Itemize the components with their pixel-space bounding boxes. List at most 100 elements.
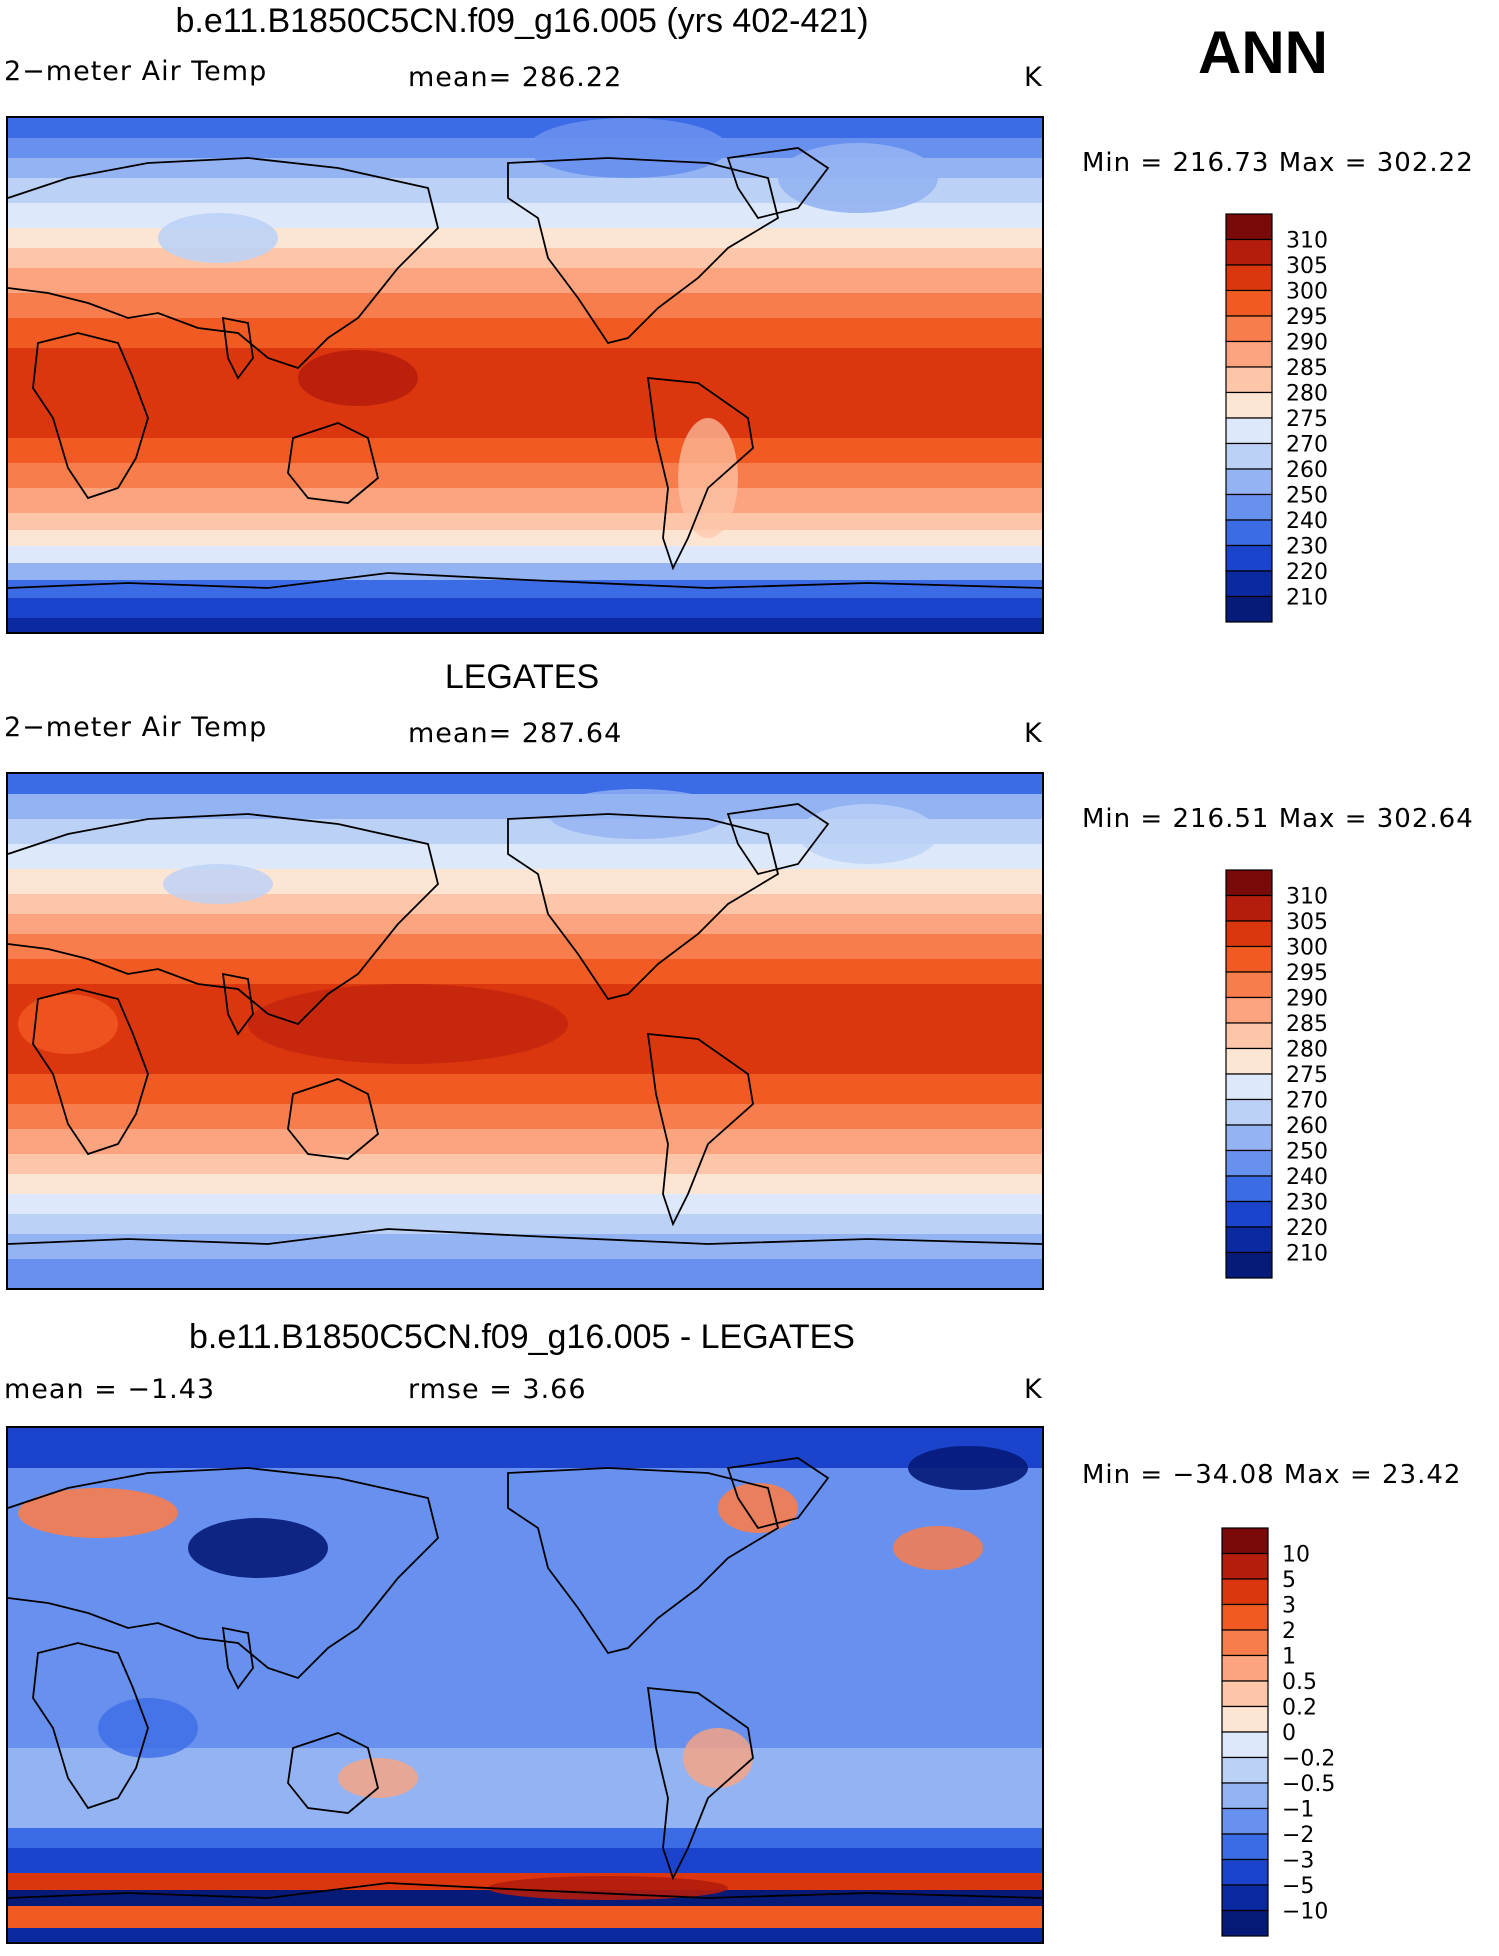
panel-2-colorbar-tick-label-13: 220	[1286, 1216, 1328, 1241]
panel-2-colorbar-swatch-1	[1225, 894, 1273, 922]
panel-1-colorbar-swatch-2	[1225, 264, 1273, 292]
panel-3-colorbar-tick-label-10: −1	[1282, 1798, 1314, 1823]
panel-1-coastline-2	[221, 316, 254, 380]
panel-2-coastline-2	[221, 972, 254, 1036]
panel-3-colorbar: 10 5 3 2 1 0.5 0.2 0 −0.2 −0.5 −1 −2 −3 −5 −10	[1221, 1527, 1402, 1940]
panel-2-band-10	[8, 1074, 1042, 1104]
panel-3-colorbar-tick-label-12: −3	[1282, 1849, 1314, 1874]
panel-1-coastline-4	[507, 157, 780, 345]
panel-1-colorbar-swatch-3	[1225, 289, 1273, 317]
panel-1-colorbar-swatch-7	[1225, 391, 1273, 419]
panel-3-region-4	[338, 1758, 418, 1798]
panel-2-coastline-0	[32, 988, 149, 1156]
panel-1-colorbar-tick-label-4: 290	[1286, 331, 1328, 356]
panel-2-band-15	[8, 1194, 1042, 1214]
panel-2-colorbar-swatch-4	[1225, 971, 1273, 999]
panel-1-colorbar-tick-label-5: 285	[1286, 356, 1328, 381]
panel-3-band-8	[8, 1928, 1042, 1942]
panel-2-colorbar-swatch-8	[1225, 1073, 1273, 1101]
panel-2-colorbar-tick-label-8: 270	[1286, 1089, 1328, 1114]
panel-1-band-7	[8, 268, 1042, 293]
panel-2-coastline-6	[726, 803, 830, 876]
panel-2-colorbar-tick-label-2: 300	[1286, 936, 1328, 961]
panel-1-coastline-1	[8, 157, 439, 370]
panel-1-band-8	[8, 293, 1042, 318]
panel-1-colorbar-tick-label-2: 300	[1286, 280, 1328, 305]
panel-3-band-2	[8, 1748, 1042, 1828]
panel-3-colorbar-swatch-3	[1221, 1603, 1269, 1631]
panel-1-colorbar-swatch-9	[1225, 442, 1273, 470]
panel-2-band-4	[8, 869, 1042, 894]
panel-3-band-4	[8, 1848, 1042, 1873]
panel-2-colorbar-swatch-6	[1225, 1022, 1273, 1050]
panel-1-colorbar-swatch-8	[1225, 417, 1273, 445]
panel-1-units: K	[1024, 62, 1043, 93]
panel-2-band-17	[8, 1234, 1042, 1259]
panel-2-band-13	[8, 1154, 1042, 1174]
panel-1-minmax: Min = 216.73 Max = 302.22	[1082, 148, 1474, 178]
panel-3-colorbar-swatch-2	[1221, 1578, 1269, 1606]
panel-1-band-17	[8, 563, 1042, 580]
panel-3-colorbar-tick-label-7: 0	[1282, 1721, 1296, 1746]
panel-3-colorbar-swatch-11	[1221, 1807, 1269, 1835]
panel-1-band-13	[8, 488, 1042, 513]
panel-2-coastline-4	[507, 813, 780, 1001]
panel-1-band-12	[8, 463, 1042, 488]
panel-3-region-8	[488, 1876, 728, 1900]
panel-1-map-svg	[8, 118, 1042, 632]
panel-2-region-3	[798, 804, 938, 864]
panel-3-colorbar-tick-label-3: 2	[1282, 1619, 1296, 1644]
panel-3-band-1	[8, 1468, 1042, 1748]
panel-3-colorbar-tick-label-6: 0.2	[1282, 1696, 1317, 1721]
panel-1-band-14	[8, 513, 1042, 530]
panel-3-coastline-7	[8, 1882, 1042, 1899]
panel-3-colorbar-tick-label-0: 10	[1282, 1543, 1310, 1568]
panel-2-colorbar-swatch-14	[1225, 1226, 1273, 1254]
panel-1-coastline-6	[726, 147, 830, 220]
panel-1-colorbar-tick-label-8: 270	[1286, 433, 1328, 458]
panel-1-colorbar-tick-label-0: 310	[1286, 229, 1328, 254]
panel-3-colorbar-tick-label-9: −0.5	[1282, 1772, 1335, 1797]
panel-1-coastline-5	[646, 376, 754, 571]
panel-1-band-20	[8, 618, 1042, 632]
panel-3-region-1	[188, 1518, 328, 1578]
panel-1-mean-label: mean= 286.22	[408, 62, 623, 93]
panel-1-band-11	[8, 438, 1042, 463]
panel-1-band-16	[8, 546, 1042, 563]
panel-3-units: K	[1024, 1374, 1043, 1405]
season-label: ANN	[1198, 19, 1328, 86]
panel-1-colorbar-swatch-15	[1225, 595, 1273, 623]
panel-2-minmax: Min = 216.51 Max = 302.64	[1082, 804, 1474, 834]
panel-2-band-11	[8, 1104, 1042, 1129]
panel-1-region-2	[528, 118, 728, 178]
panel-1-colorbar-tick-label-12: 230	[1286, 535, 1328, 560]
panel-3-coastline-1	[8, 1467, 439, 1680]
panel-2-band-18	[8, 1259, 1042, 1288]
panel-1-band-0	[8, 118, 1042, 138]
panel-3-region-0	[18, 1488, 178, 1538]
panel-2-colorbar-svg: 3103053002952902852802752702602502402302…	[1225, 869, 1328, 1279]
panel-2-colorbar-tick-label-12: 230	[1286, 1191, 1328, 1216]
panel-1-colorbar-tick-label-3: 295	[1286, 305, 1328, 330]
panel-2-band-0	[8, 774, 1042, 794]
panel-2-title: LEGATES	[444, 658, 600, 696]
panel-3-colorbar-swatch-12	[1221, 1833, 1269, 1861]
panel-2-colorbar-swatch-10	[1225, 1124, 1273, 1152]
panel-1-colorbar-swatch-12	[1225, 519, 1273, 547]
panel-3-colorbar-tick-label-5: 0.5	[1282, 1670, 1317, 1695]
panel-2-region-2	[548, 789, 728, 839]
panel-1-colorbar-swatch-10	[1225, 468, 1273, 496]
panel-2-variable-label: 2−meter Air Temp	[4, 712, 268, 743]
panel-1-colorbar-tick-label-14: 210	[1286, 586, 1328, 611]
panel-1-coastline-0	[32, 332, 149, 500]
panel-1-colorbar-tick-label-6: 280	[1286, 382, 1328, 407]
panel-3-coastline-6	[726, 1457, 830, 1530]
panel-2-band-14	[8, 1174, 1042, 1194]
panel-3-colorbar-swatch-6	[1221, 1680, 1269, 1708]
panel-1-colorbar-tick-label-11: 240	[1286, 509, 1328, 534]
panel-3-band-7	[8, 1906, 1042, 1928]
panel-2-colorbar-tick-label-5: 285	[1286, 1012, 1328, 1037]
panel-3-colorbar-swatch-10	[1221, 1782, 1269, 1810]
panel-3-colorbar-swatch-9	[1221, 1756, 1269, 1784]
